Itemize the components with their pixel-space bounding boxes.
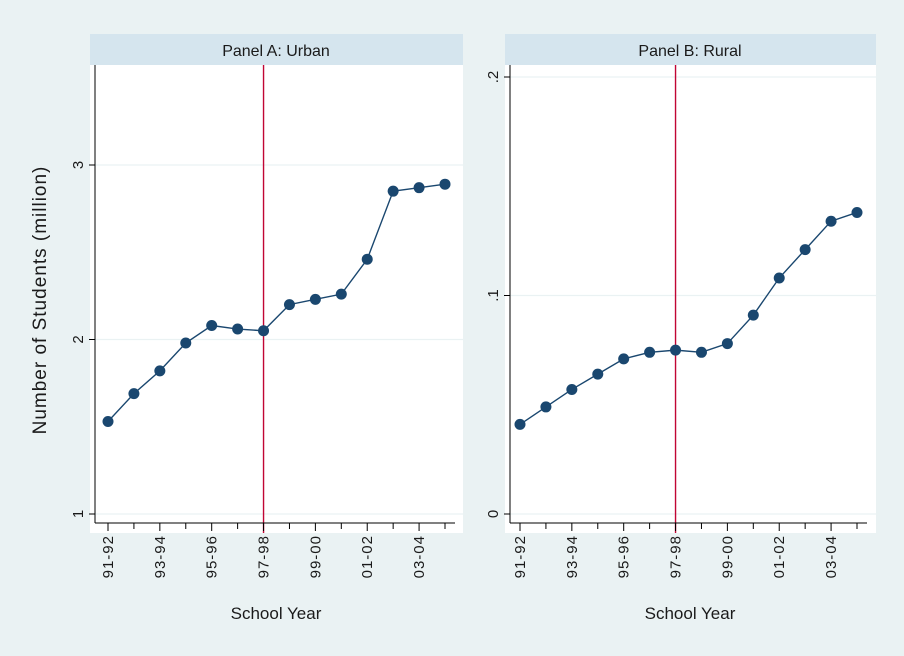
x-tick-label: 91-92 [512,535,529,578]
x-tick-label: 97-98 [668,535,685,578]
series-line [107,183,446,422]
data-point [206,320,218,332]
x-tick-label: 95-96 [616,535,633,578]
data-point [232,323,244,335]
data-point [747,309,759,321]
x-tick-label: 97-98 [256,535,273,578]
x-tick-label: 99-00 [307,535,324,578]
data-point [592,368,604,380]
panel-a-gridlines [95,164,463,515]
y-tick-label: .2 [485,71,502,84]
data-point [514,418,526,430]
data-point [309,293,321,305]
data-point [618,353,630,365]
y-tick-label: .1 [485,289,502,302]
panel-b-series [514,206,863,430]
data-point [721,338,733,350]
panel-b-x-axis-label: School Year [645,604,736,623]
data-point [566,383,578,395]
panel-a-x-axis-label: School Year [231,604,322,623]
data-point [258,325,270,337]
data-point [540,401,552,413]
data-point [335,288,347,300]
panel-a-axes: 1 2 3 91-92 93-94 95-96 97-98 99-00 01-02 03-04 [70,65,455,578]
x-tick-label: 01-02 [771,535,788,578]
panel-b-gridlines [510,76,876,515]
panel-a-series [102,178,451,428]
panel-b-title: Panel B: Rural [638,43,741,60]
data-point [695,346,707,358]
panel-a: Panel A: Urban 1 2 3 91-92 93-94 95-96 97-98 99… [70,34,463,623]
y-tick-label: 1 [70,510,87,518]
y-tick-label: 0 [485,510,502,518]
data-point [851,206,863,218]
data-point [439,178,451,190]
data-point [283,299,295,311]
x-tick-label: 93-94 [564,535,581,578]
data-point [670,344,682,356]
x-tick-label: 99-00 [719,535,736,578]
x-tick-label: 91-92 [100,535,117,578]
x-tick-label: 93-94 [152,535,169,578]
panel-a-title: Panel A: Urban [222,43,330,60]
x-tick-label: 95-96 [204,535,221,578]
x-tick-label: 03-04 [823,535,840,578]
x-tick-label: 03-04 [411,535,428,578]
y-tick-label: 3 [70,161,87,169]
panel-a-plot-area [90,34,463,533]
x-tick-label: 01-02 [359,535,376,578]
data-point [128,388,140,400]
y-axis-label: Number of Students (million) [30,166,51,435]
data-point [413,182,425,194]
data-point [154,365,166,377]
data-point [825,215,837,227]
data-point [180,337,192,349]
y-tick-label: 2 [70,335,87,343]
data-point [102,416,114,428]
panel-b-header [505,34,876,65]
data-point [387,185,399,197]
data-point [799,244,811,256]
panel-b-plot-area [505,34,876,533]
panel-a-header [90,34,463,65]
data-point [644,346,656,358]
panel-b-axes: 0 .1 .2 91-92 93-94 95-96 97-98 99-00 01-02 03-04 [485,65,867,578]
panel-b: Panel B: Rural 0 .1 .2 91-92 93-94 95-96 97-98… [485,34,876,623]
data-point [773,272,785,284]
data-point [361,253,373,265]
